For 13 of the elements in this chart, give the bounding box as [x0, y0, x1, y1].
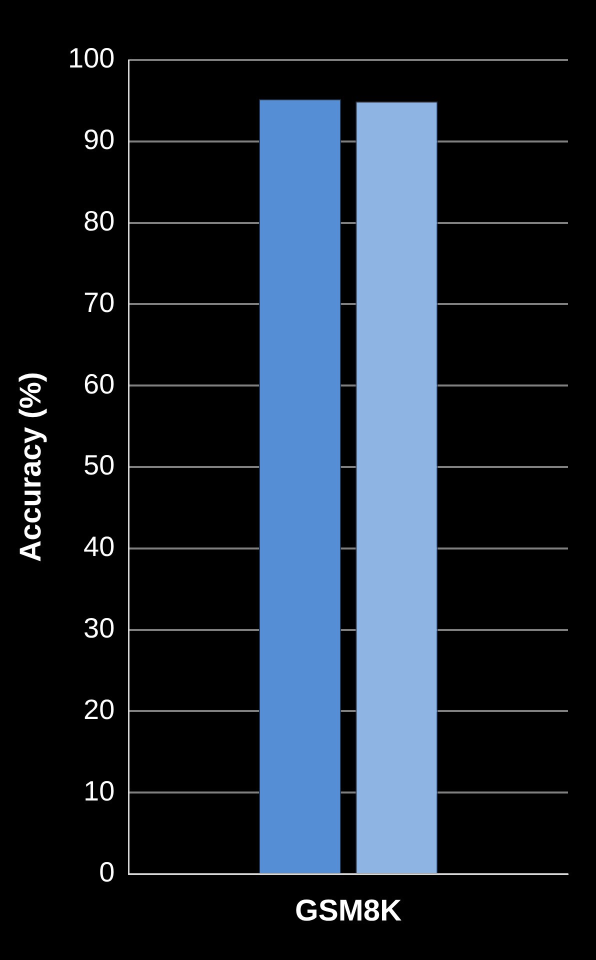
- y-tick-label: 30: [84, 612, 115, 644]
- y-axis-title: Accuracy (%): [14, 372, 48, 562]
- y-tick-label: 10: [84, 775, 115, 806]
- y-tick-label: 100: [68, 42, 115, 74]
- y-tick-label: 20: [84, 694, 115, 725]
- y-tick-label: 80: [84, 206, 115, 237]
- x-tick-label: GSM8K: [295, 894, 402, 928]
- y-tick-label: 50: [84, 450, 115, 481]
- y-tick-label: 60: [84, 368, 115, 400]
- y-tick-label: 40: [84, 531, 115, 562]
- y-tick-label: 90: [84, 124, 115, 156]
- y-tick-label: 70: [84, 286, 115, 318]
- y-tick-label: 0: [99, 856, 115, 888]
